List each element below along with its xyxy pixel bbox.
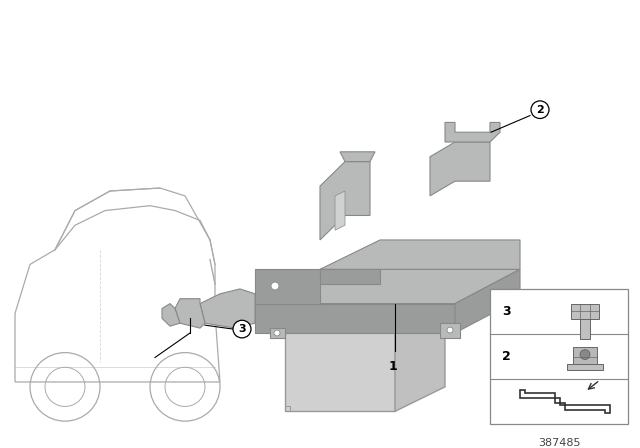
Text: 1: 1 [388, 361, 397, 374]
Polygon shape [175, 299, 205, 328]
Polygon shape [255, 269, 320, 304]
Circle shape [447, 327, 453, 333]
Text: 387485: 387485 [538, 438, 580, 448]
Bar [490, 289, 628, 424]
Circle shape [271, 282, 279, 290]
Polygon shape [395, 289, 445, 411]
Polygon shape [567, 364, 603, 370]
Polygon shape [340, 152, 375, 162]
Polygon shape [335, 191, 345, 230]
Polygon shape [285, 314, 395, 411]
Polygon shape [200, 289, 255, 328]
Circle shape [233, 320, 251, 338]
Polygon shape [270, 328, 285, 338]
Polygon shape [445, 122, 500, 142]
Bar [580, 319, 590, 339]
Text: 3: 3 [502, 305, 511, 318]
Polygon shape [320, 162, 370, 240]
Polygon shape [440, 323, 460, 338]
Polygon shape [573, 347, 597, 364]
Text: 3: 3 [238, 324, 246, 334]
Text: 2: 2 [502, 350, 511, 363]
Polygon shape [320, 240, 520, 269]
Polygon shape [162, 304, 180, 326]
Polygon shape [255, 304, 455, 333]
Polygon shape [430, 142, 490, 196]
Polygon shape [455, 269, 520, 333]
Polygon shape [571, 304, 599, 319]
Polygon shape [285, 289, 445, 314]
Polygon shape [320, 269, 380, 284]
Text: 2: 2 [536, 105, 544, 115]
Polygon shape [255, 269, 520, 304]
Circle shape [274, 330, 280, 336]
Circle shape [580, 349, 590, 359]
Circle shape [531, 101, 549, 119]
